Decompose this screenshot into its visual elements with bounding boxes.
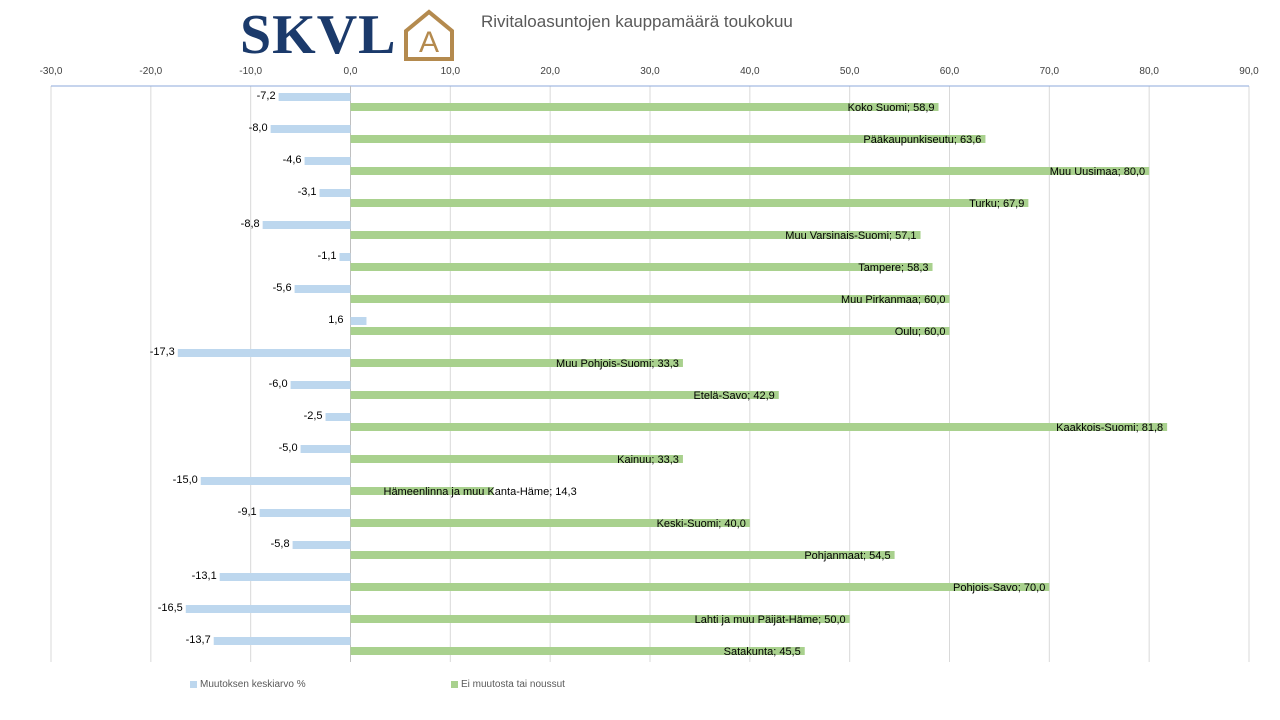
data-label-no-change: Turku; 67,9 — [969, 198, 1024, 210]
house-logo-icon: A — [403, 9, 454, 61]
bar-no-change — [350, 103, 939, 111]
data-label-no-change: Muu Uusimaa; 80,0 — [1050, 166, 1145, 178]
bar-no-change — [350, 359, 683, 367]
data-label-change: -5,6 — [273, 282, 292, 294]
x-tick-label: -10,0 — [239, 66, 262, 77]
data-label-change: -1,1 — [318, 250, 337, 262]
chart-title: Rivitaloasuntojen kauppamäärä toukokuu — [481, 12, 793, 31]
legend-swatch-no-change — [451, 681, 458, 688]
data-label-no-change: Etelä-Savo; 42,9 — [693, 390, 774, 402]
data-label-no-change: Pohjanmaat; 54,5 — [804, 550, 890, 562]
bar-no-change — [350, 551, 895, 559]
bar-no-change — [350, 647, 805, 655]
bar-change — [319, 189, 351, 197]
bar-no-change — [350, 327, 950, 335]
bar-change — [294, 285, 351, 293]
bar-no-change — [350, 295, 950, 303]
bar-change — [304, 157, 351, 165]
data-label-change: -5,8 — [271, 538, 290, 550]
x-tick-label: 40,0 — [740, 66, 760, 77]
data-label-no-change: Muu Pirkanmaa; 60,0 — [841, 294, 946, 306]
x-tick-label: 20,0 — [540, 66, 560, 77]
data-label-no-change: Pääkaupunkiseutu; 63,6 — [863, 134, 981, 146]
data-label-change: -16,5 — [158, 602, 183, 614]
data-label-change: -13,1 — [192, 570, 217, 582]
bar-change — [292, 541, 351, 549]
data-label-change: -17,3 — [150, 346, 175, 358]
bar-change — [270, 125, 351, 133]
bar-change — [213, 637, 351, 645]
bar-change — [185, 605, 351, 613]
bar-no-change — [350, 263, 933, 271]
data-label-change: -4,6 — [283, 154, 302, 166]
bar-no-change — [350, 391, 779, 399]
data-label-no-change: Keski-Suomi; 40,0 — [657, 518, 746, 530]
bar-change — [278, 93, 351, 101]
data-label-change: -8,8 — [241, 218, 260, 230]
x-tick-label: 50,0 — [840, 66, 860, 77]
bar-change — [262, 221, 351, 229]
bar-no-change — [350, 199, 1029, 207]
data-label-no-change: Oulu; 60,0 — [895, 326, 946, 338]
data-label-no-change: Muu Varsinais-Suomi; 57,1 — [785, 230, 916, 242]
data-label-no-change: Muu Pohjois-Suomi; 33,3 — [556, 358, 679, 370]
bar-no-change — [350, 519, 750, 527]
legend-item-no-change: Ei muutosta tai noussut — [451, 679, 565, 690]
data-label-change: -8,0 — [249, 122, 268, 134]
data-label-no-change: Hämeenlinna ja muu Kanta-Häme; 14,3 — [384, 486, 577, 498]
data-label-change: -9,1 — [238, 506, 257, 518]
data-label-change: -13,7 — [186, 634, 211, 646]
bar-no-change — [350, 167, 1150, 175]
data-label-no-change: Pohjois-Savo; 70,0 — [953, 582, 1045, 594]
bar-change — [259, 509, 351, 517]
bar-no-change — [350, 487, 494, 495]
bar-no-change — [350, 231, 921, 239]
data-label-change: -6,0 — [269, 378, 288, 390]
legend-item-change: Muutoksen keskiarvo % — [190, 679, 306, 690]
data-label-change: -3,1 — [298, 186, 317, 198]
data-label-change: -15,0 — [173, 474, 198, 486]
bar-no-change — [350, 135, 986, 143]
x-tick-label: 10,0 — [441, 66, 461, 77]
bar-no-change — [350, 455, 683, 463]
bar-change — [300, 445, 351, 453]
x-tick-label: -20,0 — [139, 66, 162, 77]
x-tick-label: 0,0 — [344, 66, 358, 77]
data-label-no-change: Tampere; 58,3 — [858, 262, 928, 274]
bar-no-change — [350, 583, 1050, 591]
bar-no-change — [350, 615, 850, 623]
legend-label-no-change: Ei muutosta tai noussut — [461, 679, 565, 690]
bar-change — [350, 317, 367, 325]
bar-change — [200, 477, 351, 485]
data-label-no-change: Koko Suomi; 58,9 — [848, 102, 935, 114]
bar-change — [325, 413, 351, 421]
skvl-logo: SKVL A — [240, 6, 457, 64]
data-label-change: 1,6 — [328, 314, 343, 326]
bar-change — [177, 349, 351, 357]
data-label-no-change: Lahti ja muu Päijät-Häme; 50,0 — [695, 614, 846, 626]
bar-no-change — [350, 423, 1168, 431]
bar-change — [290, 381, 351, 389]
data-label-no-change: Satakunta; 45,5 — [724, 646, 801, 658]
x-tick-label: 30,0 — [640, 66, 660, 77]
legend-swatch-change — [190, 681, 197, 688]
x-tick-label: 70,0 — [1040, 66, 1060, 77]
x-tick-label: 60,0 — [940, 66, 960, 77]
data-label-change: -2,5 — [304, 410, 323, 422]
data-label-change: -5,0 — [279, 442, 298, 454]
data-label-change: -7,2 — [257, 90, 276, 102]
x-tick-label: 80,0 — [1139, 66, 1159, 77]
logo-text: SKVL — [240, 4, 397, 66]
x-tick-label: -30,0 — [40, 66, 63, 77]
logo-house-letter: A — [418, 26, 438, 59]
bar-change — [339, 253, 351, 261]
legend-label-change: Muutoksen keskiarvo % — [200, 679, 306, 690]
data-label-no-change: Kaakkois-Suomi; 81,8 — [1056, 422, 1163, 434]
x-tick-label: 90,0 — [1239, 66, 1259, 77]
data-label-no-change: Kainuu; 33,3 — [617, 454, 679, 466]
bar-change — [219, 573, 351, 581]
